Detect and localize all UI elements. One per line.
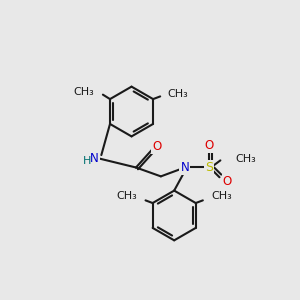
Text: O: O bbox=[204, 139, 214, 152]
Text: CH₃: CH₃ bbox=[73, 87, 94, 97]
Text: N: N bbox=[90, 152, 99, 165]
Text: H: H bbox=[83, 156, 91, 166]
Text: CH₃: CH₃ bbox=[236, 154, 256, 164]
Text: CH₃: CH₃ bbox=[167, 89, 188, 99]
Text: N: N bbox=[181, 161, 189, 174]
Text: CH₃: CH₃ bbox=[116, 191, 136, 201]
Text: O: O bbox=[223, 175, 232, 188]
Text: S: S bbox=[205, 161, 213, 174]
Text: O: O bbox=[153, 140, 162, 153]
Text: CH₃: CH₃ bbox=[212, 191, 232, 201]
